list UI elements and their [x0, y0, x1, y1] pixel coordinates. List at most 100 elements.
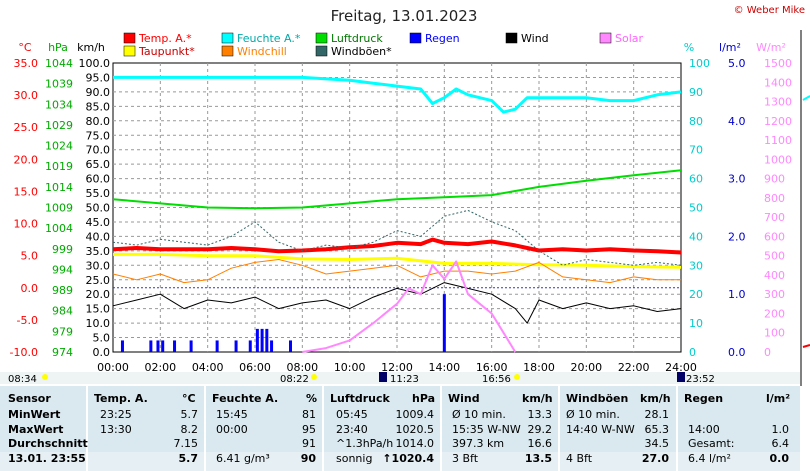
y-tick-wind: 30.0: [86, 259, 111, 272]
x-tick-label: 02:00: [144, 361, 176, 374]
end-label: 23:52: [686, 374, 715, 385]
y-tick-wind: 90.0: [86, 86, 111, 99]
rain-bar: [149, 340, 153, 352]
rain-bar: [260, 328, 264, 352]
sunset-label: 16:56: [482, 374, 511, 385]
y-tick-temp: 10.0: [14, 218, 39, 231]
stats-cell-temp_time: 13:30: [100, 422, 132, 436]
stats-cell-press_val: 1009.4: [395, 408, 435, 421]
y-tick-wind: 35.0: [86, 245, 111, 258]
legend-label: Taupunkt*: [138, 45, 195, 58]
y-tick-solar: 900: [764, 173, 785, 186]
series-line: [112, 169, 682, 210]
stats-cell-gust_l: 4 Bft: [566, 451, 593, 465]
series-line: [113, 252, 682, 269]
y-tick-wind: 65.0: [86, 158, 111, 171]
hdr-rain-unit: l/m²: [766, 392, 791, 405]
y-tick-temp: 5.0: [21, 250, 39, 263]
rain-bars: [120, 294, 446, 352]
y-tick-wind: 10.0: [86, 317, 111, 330]
y-tick-temp: 20.0: [14, 153, 39, 166]
stats-cell-gust_l: 14:40 W-NW: [566, 422, 635, 436]
legend-swatch: [315, 45, 328, 57]
y-tick-solar: 400: [764, 269, 785, 282]
y-tick-wind: 45.0: [86, 216, 111, 229]
legend-label: Windböen*: [331, 45, 392, 58]
weather-chart: 35.030.025.020.015.010.05.00.0-5.0-10.01…: [0, 5, 810, 386]
y-tick-solar: 1100: [764, 134, 792, 147]
rain-bar: [255, 328, 259, 352]
sunrise-sun-icon: [42, 374, 48, 380]
y-tick-rain: 0.0: [728, 346, 746, 359]
legend-swatch: [123, 45, 136, 57]
y-tick-pressure: 1044: [45, 57, 73, 70]
stats-cell-rain_val: 0.0: [769, 451, 790, 465]
legend-label: Regen: [425, 32, 460, 45]
unit-temp: °C: [18, 41, 32, 54]
rain-bar: [173, 340, 177, 352]
stats-cell-label: MaxWert: [8, 422, 64, 436]
series-line: [112, 259, 681, 284]
y-tick-humidity: 20: [689, 288, 703, 301]
y-tick-rain: 5.0: [728, 57, 746, 70]
x-tick-label: 10:00: [334, 361, 366, 374]
stats-cell-press_val: 1020.5: [395, 422, 435, 436]
hdr-temp-unit: °C: [182, 392, 196, 405]
stats-cell-temp_time: 23:25: [100, 408, 132, 421]
y-tick-rain: 3.0: [728, 173, 746, 186]
noon-marker-icon: [379, 372, 387, 382]
series-line: [112, 282, 682, 324]
rain-bar: [156, 340, 160, 352]
hdr-temp: Temp. A.: [94, 392, 148, 405]
y-tick-wind: 60.0: [86, 173, 111, 186]
credit-label: © Weber Mike: [734, 5, 805, 16]
y-tick-solar: 1300: [764, 96, 792, 109]
stats-cell-hum_time: 15:45: [216, 408, 248, 421]
series-line: [112, 209, 682, 266]
stats-cell-hum_val: 95: [302, 422, 316, 436]
y-tick-solar: 500: [764, 250, 785, 263]
y-tick-humidity: 40: [689, 230, 703, 243]
legend-label: Temp. A.*: [138, 32, 192, 45]
y-tick-pressure: 1039: [45, 78, 73, 91]
hdr-press: Luftdruck: [330, 392, 390, 405]
col-rain-divider: [676, 386, 678, 471]
stats-cell-temp_val: 8.2: [180, 422, 199, 436]
y-tick-pressure: 999: [52, 243, 73, 256]
edge-red-mark: [802, 344, 810, 348]
y-tick-wind: 15.0: [86, 303, 111, 316]
x-tick-label: 04:00: [192, 361, 224, 374]
rain-bar: [289, 340, 292, 352]
sun-marks: 08:34 08:22 11:23 16:56 23:52: [0, 372, 800, 385]
y-tick-wind: 95.0: [86, 71, 111, 84]
series-line: [302, 260, 517, 353]
y-tick-wind: 55.0: [86, 187, 111, 200]
y-tick-temp: 35.0: [14, 57, 39, 70]
x-tick-label: 18:00: [523, 361, 555, 374]
legend: Temp. A.* Feuchte A.* Luftdruck Regen Wind So…: [123, 32, 644, 58]
y-tick-solar: 1400: [764, 76, 792, 89]
y-tick-pressure: 979: [52, 325, 73, 338]
stats-cell-wind_l: 15:35 W-NW: [452, 422, 521, 436]
hdr-press-unit: hPa: [412, 392, 436, 405]
y-tick-wind: 20.0: [86, 288, 111, 301]
unit-wind: km/h: [77, 41, 105, 54]
y-tick-humidity: 60: [689, 173, 703, 186]
y-tick-pressure: 1004: [45, 222, 73, 235]
unit-humidity: %: [684, 41, 694, 54]
x-tick-label: 14:00: [428, 361, 460, 374]
legend-swatch: [221, 32, 234, 44]
y-tick-solar: 100: [764, 327, 785, 340]
stats-cell-gust_l: Ø 10 min.: [566, 408, 620, 421]
sunrise-label: 08:34: [8, 374, 37, 385]
unit-pressure: hPa: [48, 41, 68, 54]
stats-cell-label: Durchschnitt: [8, 437, 88, 450]
rain-bar: [442, 294, 446, 352]
hdr-gust-unit: km/h: [640, 392, 671, 405]
x-tick-label: 24:00: [665, 361, 697, 374]
stats-cell-hum_time: 00:00: [216, 422, 248, 436]
hdr-rain: Regen: [684, 392, 724, 405]
stats-cell-press_time: ^1.3hPa/h: [336, 437, 394, 450]
noon-label: 11:23: [390, 374, 419, 385]
y-tick-temp: -5.0: [17, 314, 38, 327]
